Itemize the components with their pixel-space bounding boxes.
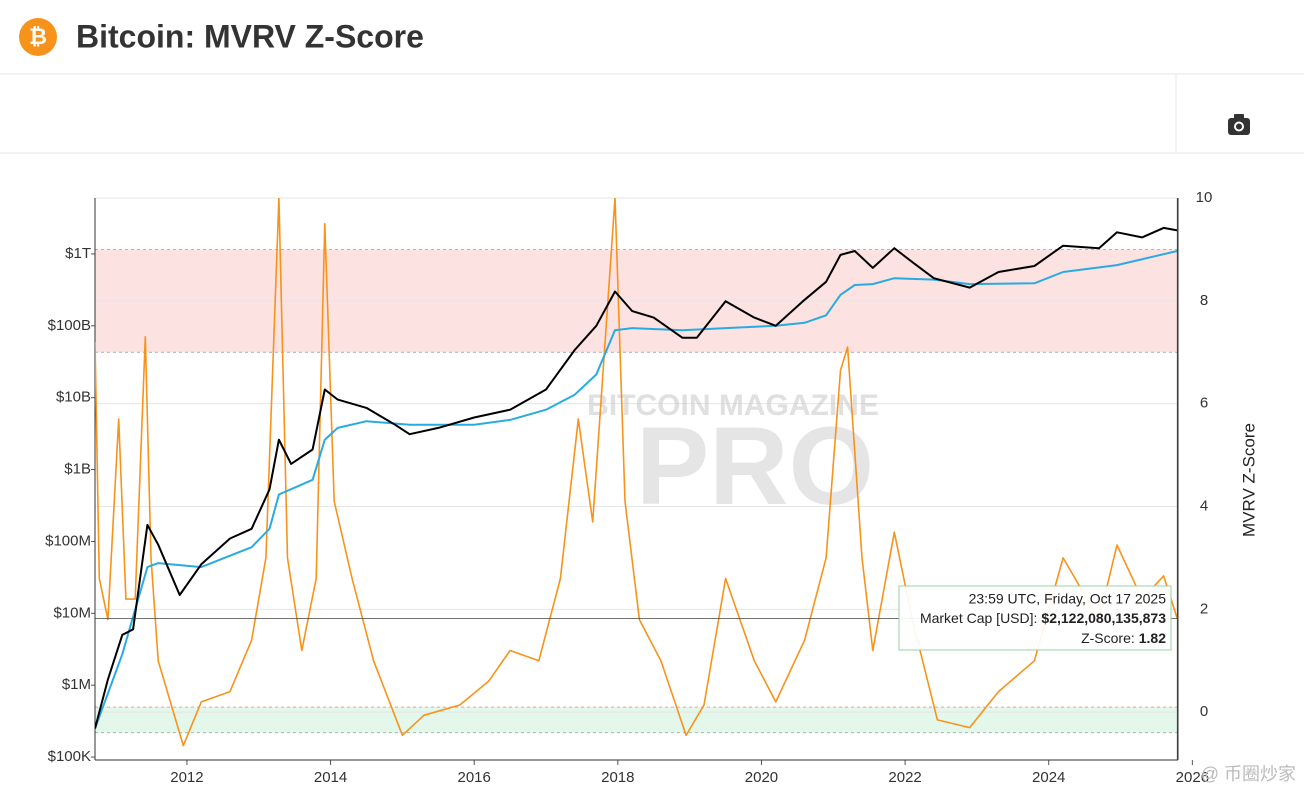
series-line [95,226,1178,729]
y2-axis-title: MVRV Z-Score [1239,423,1258,537]
tooltip-label: Z-Score: [1081,630,1135,646]
page-title: Bitcoin: MVRV Z-Score [76,18,424,54]
y2-tick-label: 4 [1200,497,1208,514]
zone-band [95,707,1178,733]
y-tick-label: $1B [64,461,91,478]
y2-tick-label: 0 [1200,703,1208,720]
series-line [95,250,1178,729]
tooltip-value: 1.82 [1139,630,1166,646]
y-tick-label: $1T [65,245,91,262]
x-tick-label: 2014 [314,769,347,786]
camera-top [1234,114,1244,119]
y-tick-label: $100K [48,748,91,765]
y-tick-label: $1M [62,676,91,693]
watermark: PRO [636,405,874,528]
x-tick-label: 2026 [1176,769,1209,786]
series-line [95,198,1178,747]
tooltip-row: Z-Score: 1.82 [1081,630,1166,646]
y-tick-label: $10M [53,604,91,621]
credit: @ 币圈炒家 [1201,764,1296,784]
y2-tick-label: 2 [1200,600,1208,617]
x-tick-label: 2012 [170,769,203,786]
tooltip-value: $2,122,080,135,873 [1041,610,1166,626]
tooltip-box [898,585,1172,651]
y2-tick-label: 10 [1196,189,1213,206]
x-tick-label: 2024 [1032,769,1065,786]
bitcoin-icon [19,18,57,56]
y2-tick-label: 6 [1200,395,1208,412]
x-tick-label: 2022 [888,769,921,786]
tooltip-label: Market Cap [USD]: [920,610,1037,626]
x-tick-label: 2016 [458,769,491,786]
y-tick-label: $100B [48,317,91,334]
x-tick-label: 2018 [601,769,634,786]
tooltip-row: Market Cap [USD]: $2,122,080,135,873 [920,610,1166,626]
camera-lens-inner [1236,123,1242,130]
y-tick-label: $10B [56,389,91,406]
y-tick-label: $100M [45,532,91,549]
camera-button[interactable] [1228,114,1250,135]
x-tick-label: 2020 [745,769,778,786]
y2-tick-label: 8 [1200,292,1208,309]
bitcoin-glyph: ₿ [29,24,47,49]
tooltip-time: 23:59 UTC, Friday, Oct 17 2025 [969,591,1167,607]
watermark: BITCOIN MAGAZINE [587,389,879,422]
